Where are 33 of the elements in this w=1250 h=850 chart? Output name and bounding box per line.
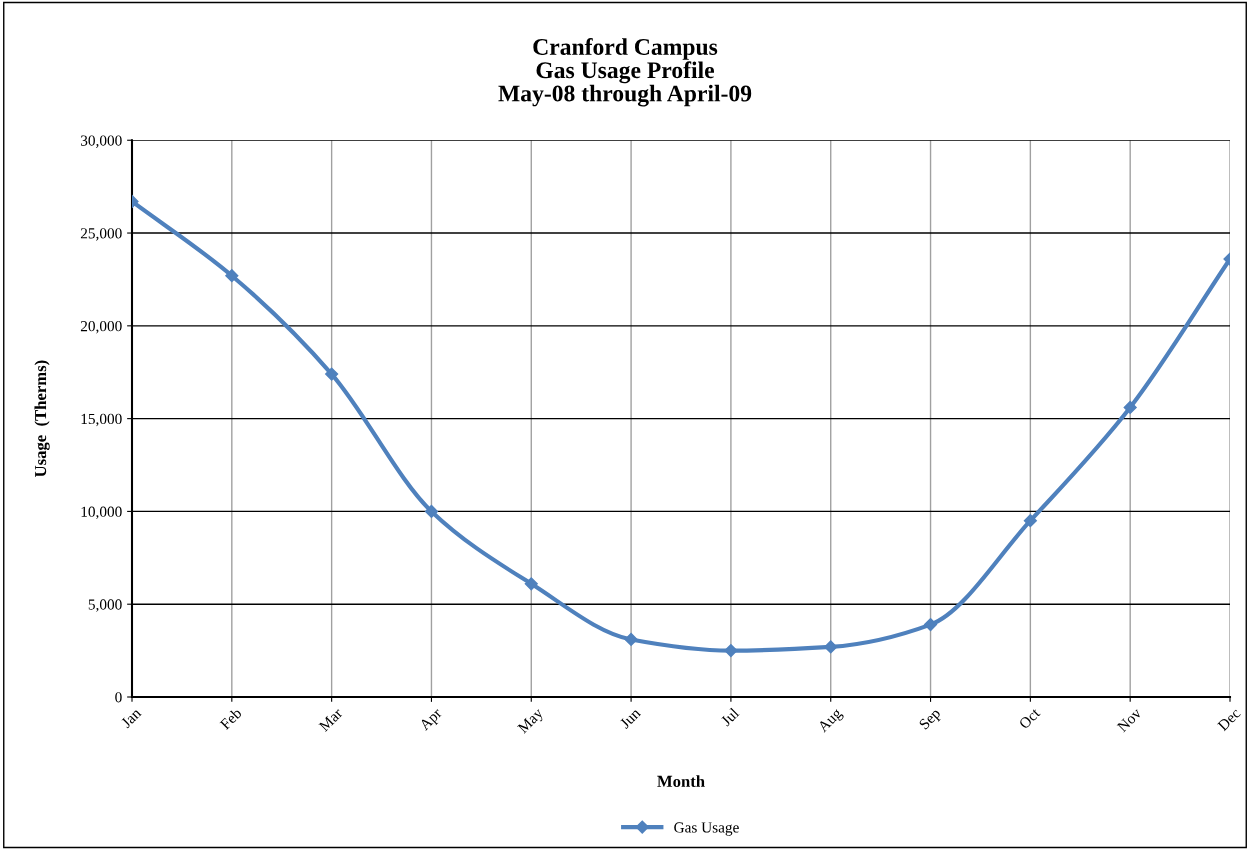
x-axis-title: Month [657, 775, 705, 787]
x-tick-label: Apr [418, 707, 445, 734]
point [624, 632, 638, 647]
x-tick-label: Sep [918, 707, 944, 732]
point [1123, 400, 1137, 415]
chart-title: Cranford Campus Gas Usage Profile May-08 through April-09 [498, 38, 752, 107]
x-tick-label: Aug [816, 707, 845, 736]
point [325, 367, 339, 381]
y-tick-label: 25,000 [80, 228, 122, 241]
x-tick-label: Feb [219, 707, 243, 731]
y-tick-label: 15,000 [81, 413, 122, 427]
point [424, 504, 439, 519]
x-tick-label: Mar [318, 707, 344, 733]
legend-label: Gas Usage [674, 822, 739, 836]
point [923, 618, 938, 632]
point [524, 577, 538, 591]
point [225, 269, 239, 283]
point [824, 640, 838, 654]
y-tick-label: 5,000 [88, 599, 122, 612]
x-tick-label: Oct [1018, 707, 1041, 730]
x-tick-label: Jun [619, 707, 642, 730]
x-tick-label: Dec [1217, 707, 1242, 732]
point [1023, 514, 1037, 528]
y-tick-label: 30,000 [80, 135, 122, 148]
x-tick-label: Nov [1116, 707, 1143, 733]
x-tick-label: May [517, 707, 547, 737]
y-tick-label: 10,000 [81, 506, 122, 520]
x-tick-label: Jan [120, 707, 142, 729]
point [724, 644, 738, 658]
x-tick-label: Jul [719, 706, 740, 727]
y-tick-label: 20,000 [80, 320, 122, 334]
y-tick-label: 0 [115, 692, 122, 703]
y-axis-title: Usage (Therms) [34, 360, 50, 477]
